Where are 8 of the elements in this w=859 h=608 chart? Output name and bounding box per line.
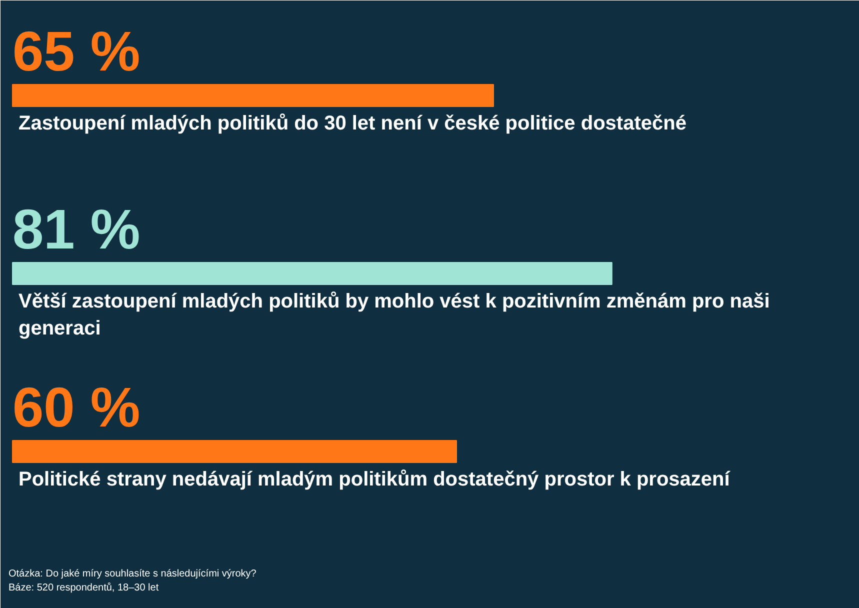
text: Báze: 520 respondentů, 18–30 let	[8, 582, 159, 594]
data-label: 65 %	[12, 20, 140, 82]
data-label: 60 %	[12, 376, 140, 438]
y-tick-label: Zastoupení mladých politiků do 30 let není v české politice dostatečné	[18, 112, 686, 134]
annotation: Otázka: Do jaké míry souhlasíte s následujícími výroky?	[8, 568, 257, 580]
data-label: 81 %	[12, 198, 140, 260]
y-tick-label: Politické strany nedávají mladým politikům dostatečný prostor k prosazení	[18, 468, 732, 490]
y-tick-label: Větší zastoupení mladých politiků by mohlo vést k pozitivním změnám pro naši generaci	[18, 290, 770, 340]
